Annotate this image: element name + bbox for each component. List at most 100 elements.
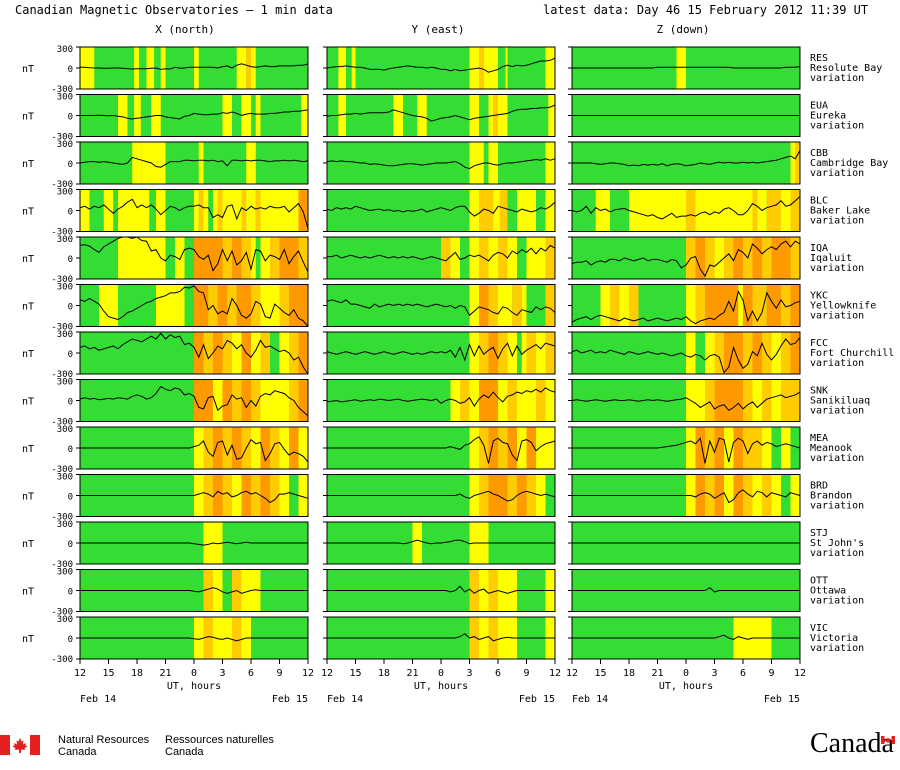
column-header-z: Z (down) [657,23,710,36]
station-label: variation [810,168,864,179]
activity-band-active [790,189,800,232]
panel-cbb-y [323,141,556,185]
activity-band-unsettled [676,47,686,89]
panel-snk-x [76,379,309,422]
activity-band-active [752,427,762,469]
activity-band-unsettled [251,569,261,612]
y-axis-unit: nT [22,587,34,598]
activity-band-storm [279,237,299,279]
activity-band-unsettled [450,237,460,279]
series-line-ott-x [80,587,308,594]
x-tick-label: 0 [683,668,689,679]
activity-band-unsettled [781,427,791,469]
station-name: Ottawa [810,586,846,597]
activity-band-active [526,474,536,517]
series-line-stj-x [80,541,308,546]
x-tick-label: 3 [711,668,717,679]
panel-fcc-x [76,331,309,375]
activity-band-unsettled [194,47,199,89]
y-tick-label: -300 [51,228,73,238]
activity-band-active [270,474,280,517]
activity-band-active [795,142,800,184]
activity-band-storm [714,379,724,422]
activity-band-storm [222,379,232,422]
station-label: variation [810,548,864,559]
activity-band-unsettled [213,569,223,612]
activity-band-unsettled [194,474,204,517]
activity-band-quiet [771,427,781,469]
activity-band-active [781,284,791,327]
column-header-x: X (north) [155,23,215,36]
activity-band-active [203,474,213,517]
activity-band-active [705,379,715,422]
activity-band-active [222,427,232,469]
activity-band-storm [479,284,489,327]
activity-band-unsettled [99,284,118,327]
panel-stj-z [568,521,801,565]
column-headers: X (north) Y (east) Z (down) [155,23,709,36]
date-label-left: Feb 14 [572,694,608,705]
activity-band-storm [733,427,743,469]
activity-band-storm [695,427,705,469]
activity-band-storm [194,237,204,279]
activity-band-unsettled [175,237,185,279]
activity-band-unsettled [469,47,479,89]
panel-cbb-z [568,141,801,185]
activity-band-unsettled [134,94,141,137]
y-tick-label: -300 [51,275,73,285]
station-code: YKC [810,291,828,302]
y-tick-label: 0 [68,208,73,218]
series-line-brd-x [80,490,309,504]
activity-band-storm [733,332,743,374]
activity-band-unsettled [222,189,242,232]
panel-fcc-z [568,331,801,375]
activity-band-active [217,189,223,232]
activity-band-unsettled [417,94,427,137]
activity-band-storm [194,332,204,374]
activity-band-unsettled [595,189,610,232]
activity-band-storm [213,474,223,517]
y-tick-label: 300 [57,188,73,198]
date-label-right: Feb 15 [519,694,555,705]
activity-band-active [222,332,232,374]
activity-band-storm [752,237,762,279]
activity-band-unsettled [118,189,150,232]
activity-band-unsettled [686,284,696,327]
activity-band-active [251,474,261,517]
y-axis-unit: nT [22,64,34,75]
panel-background [80,142,308,184]
activity-band-storm [213,427,223,469]
activity-band-active [255,189,261,232]
activity-band-storm [743,284,753,327]
activity-band-storm [488,474,498,517]
y-tick-label: 0 [68,113,73,123]
activity-band-active [766,189,781,232]
activity-band-active [743,474,753,517]
activity-band-storm [728,284,739,327]
activity-band-active [695,284,705,327]
panel-stj-x [76,521,309,565]
activity-band-storm [194,284,209,327]
activity-band-active [203,569,213,612]
y-tick-label: 300 [57,473,73,483]
y-tick-label: 0 [68,160,73,170]
station-name: Yellowknife [810,301,876,312]
activity-band-unsettled [526,379,536,422]
activity-band-unsettled [488,142,498,184]
station-code: STJ [810,528,828,539]
activity-band-unsettled [213,522,223,564]
station-label: variation [810,121,864,132]
series-line-cbb-y [326,158,556,170]
org-name-english: Natural Resources Canada [58,734,158,758]
panel-ott-z [568,569,801,612]
org-name-english-line1: Natural Resources [58,734,150,746]
station-code: BRD [810,481,828,492]
panel-eua-y [323,94,556,137]
x-axis-labels: 12 15 18 21 0 3 6 9 12 UT, hours Feb 14 Feb 15 12 15 1… [74,659,806,705]
y-tick-label: -300 [51,560,73,570]
activity-band-unsettled [629,189,686,232]
activity-band-unsettled [771,379,781,422]
activity-band-quiet [184,284,194,327]
